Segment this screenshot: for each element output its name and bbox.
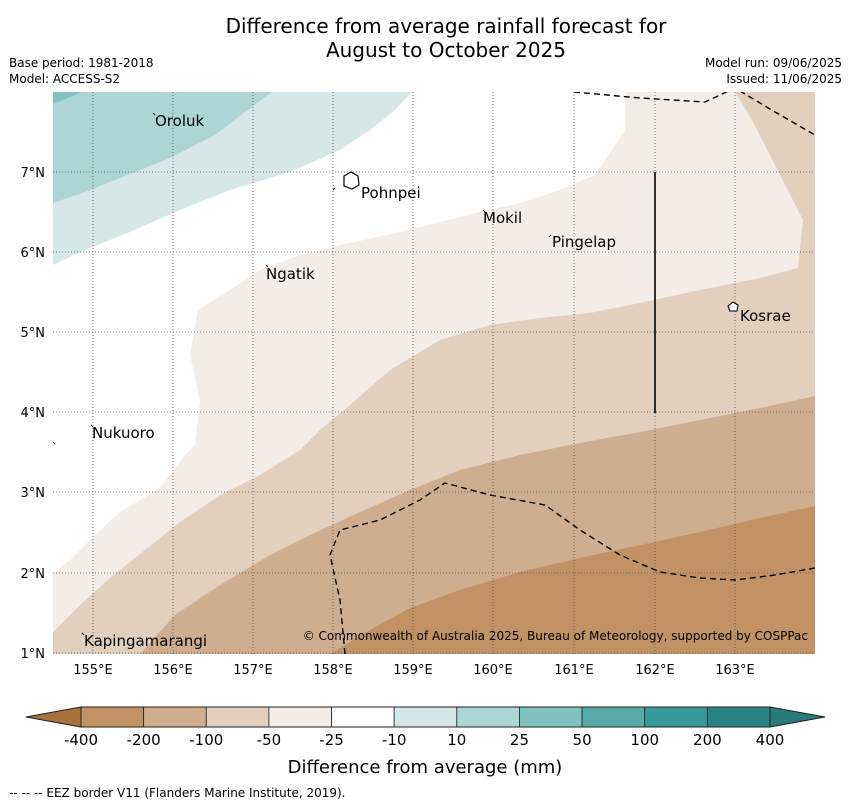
base-period-text: Base period: 1981-2018	[9, 56, 154, 70]
colorbar-tick-label: 50	[573, 731, 592, 749]
colorbar-cell	[456, 706, 520, 728]
colorbar-cell	[205, 706, 270, 728]
colorbar-tick-label: -400	[64, 731, 98, 749]
place-label-mokil: Mokil	[483, 209, 522, 227]
colorbar-tick-label: -100	[189, 731, 223, 749]
lat-tick-label: 6°N	[21, 246, 46, 261]
colorbar-tick-label: -50	[257, 731, 282, 749]
colorbar-labels: -400 -200 -100 -50 -25 -10 10 25 50 100 200 400	[64, 731, 784, 749]
place-label-kosrae: Kosrae	[740, 307, 791, 325]
pohnpei-island-shape	[343, 171, 360, 190]
colorbar-cell	[393, 706, 458, 728]
place-label-oroluk: Oroluk	[155, 112, 204, 130]
colorbar-tick-label: 25	[510, 731, 529, 749]
colorbar-cell	[706, 706, 771, 728]
lat-tick-label: 4°N	[21, 406, 46, 421]
eez-border	[329, 92, 815, 654]
colorbar-cell	[331, 706, 395, 728]
colorbar-tick-label: 10	[447, 731, 466, 749]
latitude-tick-labels: 7°N 6°N 5°N 4°N 3°N 2°N 1°N	[21, 166, 46, 662]
lon-tick-label: 163°E	[715, 663, 755, 678]
kosrae-island-shape	[727, 301, 739, 312]
lat-tick-label: 5°N	[21, 326, 46, 341]
colorbar-tick-label: 200	[693, 731, 722, 749]
model-run-text: Model run: 09/06/2025	[704, 56, 842, 70]
colorbar-tick-label: 400	[756, 731, 785, 749]
place-label-kapingamarangi: Kapingamarangi	[84, 632, 207, 650]
chart-title-line-1: Difference from average rainfall forecas…	[225, 14, 667, 38]
atoll-markers	[53, 112, 552, 636]
colorbar-title: Difference from average (mm)	[288, 757, 563, 778]
lat-tick-label: 1°N	[21, 647, 46, 662]
eez-footnote: -- -- -- EEZ border V11 (Flanders Marine…	[9, 786, 346, 800]
colorbar: -400 -200 -100 -50 -25 -10 10 25 50 100 200 400 Dif…	[25, 706, 826, 778]
lon-tick-label: 162°E	[635, 663, 675, 678]
colorbar-left-extension	[25, 706, 82, 728]
band-minus200-to-minus100	[330, 506, 815, 654]
lon-tick-label: 159°E	[393, 663, 433, 678]
lat-tick-label: 2°N	[21, 567, 46, 582]
colorbar-cell	[268, 706, 332, 728]
colorbar-cell	[581, 706, 646, 728]
colorbar-cell	[644, 706, 708, 728]
colorbar-right-extension	[769, 706, 826, 728]
place-label-nukuoro: Nukuoro	[92, 424, 155, 442]
band-25-to-50	[53, 92, 272, 203]
colorbar-cells	[80, 706, 771, 728]
lat-tick-label: 7°N	[21, 166, 46, 181]
lon-tick-label: 156°E	[153, 663, 193, 678]
longitude-tick-labels: 155°E 156°E 157°E 158°E 159°E 160°E 161°…	[73, 663, 755, 678]
colorbar-frame	[80, 706, 771, 728]
chart-title: Difference from average rainfall forecas…	[0, 14, 850, 62]
model-text: Model: ACCESS-S2	[9, 72, 121, 86]
map-area: Oroluk Pohnpei Mokil Pingelap Ngatik Kos…	[53, 92, 815, 654]
lon-tick-label: 155°E	[73, 663, 113, 678]
place-label-pingelap: Pingelap	[552, 233, 616, 251]
band-50-to-100	[53, 92, 82, 104]
lon-tick-label: 161°E	[554, 663, 594, 678]
issued-text: Issued: 11/06/2025	[726, 72, 842, 86]
colorbar-tick-label: -25	[319, 731, 344, 749]
colorbar-cell	[519, 706, 583, 728]
place-label-pohnpei: Pohnpei	[361, 184, 421, 202]
colorbar-tick-label: -10	[382, 731, 407, 749]
lat-tick-label: 3°N	[21, 486, 46, 501]
lon-tick-label: 160°E	[473, 663, 513, 678]
colorbar-tick-label: -200	[127, 731, 161, 749]
chart-title-line-2: August to October 2025	[325, 38, 567, 62]
colorbar-cell	[80, 706, 145, 728]
lon-tick-label: 157°E	[233, 663, 273, 678]
colorbar-tick-label: 100	[630, 731, 659, 749]
place-label-ngatik: Ngatik	[266, 265, 315, 283]
copyright-text: © Commonwealth of Australia 2025, Bureau…	[303, 629, 808, 643]
colorbar-cell	[143, 706, 207, 728]
lon-tick-label: 158°E	[313, 663, 353, 678]
